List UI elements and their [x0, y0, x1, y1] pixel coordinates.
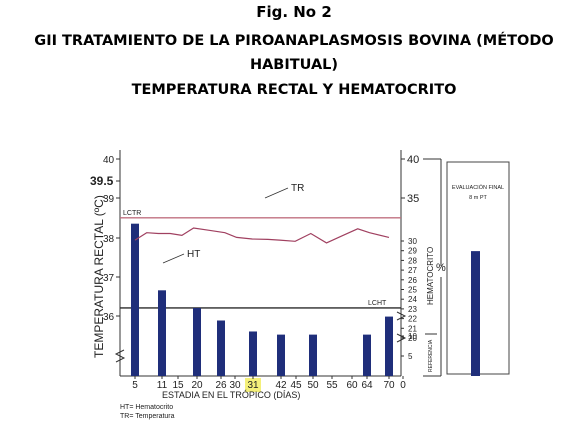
ref-line-label-lctr: LCTR	[123, 210, 141, 217]
y-axis-left-title: TEMPERATURA RECTAL (ºC)	[92, 195, 106, 358]
figure-number: Fig. No 2	[256, 3, 332, 21]
x-tick-label-3: 20	[191, 380, 203, 391]
legend-item-0: HT= Hematocrito	[120, 404, 173, 411]
final-eval-bar	[471, 251, 480, 376]
left-tick-label-5: 36	[103, 312, 115, 323]
x-tick-label-11: 60	[346, 380, 358, 391]
legend-item-1: TR= Temperatura	[120, 413, 175, 420]
title-line-2: HABITUAL)	[249, 57, 339, 73]
right-tick-upper-label-0: 40	[407, 154, 419, 166]
x-tick-label-7: 42	[275, 380, 287, 391]
x-tick-highlight	[245, 378, 261, 392]
right-axis-break	[396, 311, 407, 321]
right-tick-lower-label-2: 28	[408, 256, 417, 265]
tr-line	[134, 227, 390, 244]
right-tick-lower-label-7: 23	[408, 305, 417, 314]
ht-bar-70	[385, 316, 393, 376]
unit-percent: %	[436, 262, 446, 274]
right-tick-upper-label-1: 35	[407, 193, 419, 205]
ht-bar-20	[193, 307, 201, 376]
title-line-3: TEMPERATURA RECTAL Y HEMATOCRITO	[131, 82, 457, 98]
right-tick-lower-label-5: 25	[408, 286, 417, 295]
x-tick-label-5: 30	[229, 380, 241, 391]
x-tick-label-12: 64	[361, 380, 373, 391]
right-tick-lower-label-9: 21	[408, 324, 417, 333]
right-tick-lower-label-4: 26	[408, 276, 417, 285]
ht-bar-50	[309, 334, 317, 376]
x-tick-label-8: 45	[290, 380, 302, 391]
x-tick-label-9: 50	[307, 380, 319, 391]
left-tick-label-0: 40	[103, 155, 115, 166]
x-tick-label-4: 26	[215, 380, 227, 391]
right-tick-lower-label-3: 27	[408, 266, 417, 275]
left-tick-label-2: 39	[103, 194, 115, 205]
final-eval-sublabel: 8 m PT	[469, 195, 487, 201]
right-tick-lower-label-8: 22	[408, 315, 417, 324]
ht-bar-64	[363, 334, 371, 376]
x-tick-label-10: 55	[326, 380, 338, 391]
x-tick-label-13: 70	[383, 380, 395, 391]
ht-bar-11	[158, 290, 166, 376]
ht-pointer	[162, 253, 185, 264]
y-axis-right-title: HEMATOCRITO	[426, 247, 435, 305]
ht-bar-5	[131, 223, 139, 376]
left-tick-label-3: 38	[103, 234, 115, 245]
x-tick-label-6: 31	[247, 380, 259, 391]
y-axis-right-lower-title: REFERENCIA	[428, 339, 434, 372]
left-tick-label-1: 39.5	[90, 174, 114, 188]
x-tick-label-0: 5	[132, 380, 138, 391]
x-axis-title: ESTADIA EN EL TRÓPICO (DÍAS)	[162, 390, 300, 400]
final-eval-label: EVALUACIÓN FINAL	[452, 184, 504, 191]
left-axis-break	[114, 349, 126, 363]
ht-bar-42	[277, 334, 285, 376]
ht-bar-31	[249, 331, 257, 376]
tr-pointer	[264, 187, 289, 199]
ref-line-label-lcht: LCHT	[368, 300, 387, 307]
right-tick-lower-label-0: 30	[408, 237, 417, 246]
ht-bar-26	[217, 320, 225, 376]
tr-label: TR	[291, 183, 304, 194]
left-tick-label-4: 37	[103, 273, 115, 284]
x-tick-label-1: 11	[157, 380, 168, 391]
right-tick-lower-label-10: 20	[408, 334, 417, 343]
right-tick-lower-label-1: 29	[408, 247, 417, 256]
right-tick-lower-label-6: 24	[408, 295, 417, 304]
x-tick-label-2: 15	[172, 380, 184, 391]
title-line-1: GII TRATAMIENTO DE LA PIROANAPLASMOSIS B…	[34, 33, 554, 49]
ht-label: HT	[187, 249, 200, 260]
right-tick-bottom-label-0: 10	[408, 332, 417, 341]
right-axis-break-2	[396, 333, 407, 343]
x-tick-label-14: 0	[400, 380, 406, 391]
right-tick-bottom-label-1: 5	[408, 352, 413, 361]
